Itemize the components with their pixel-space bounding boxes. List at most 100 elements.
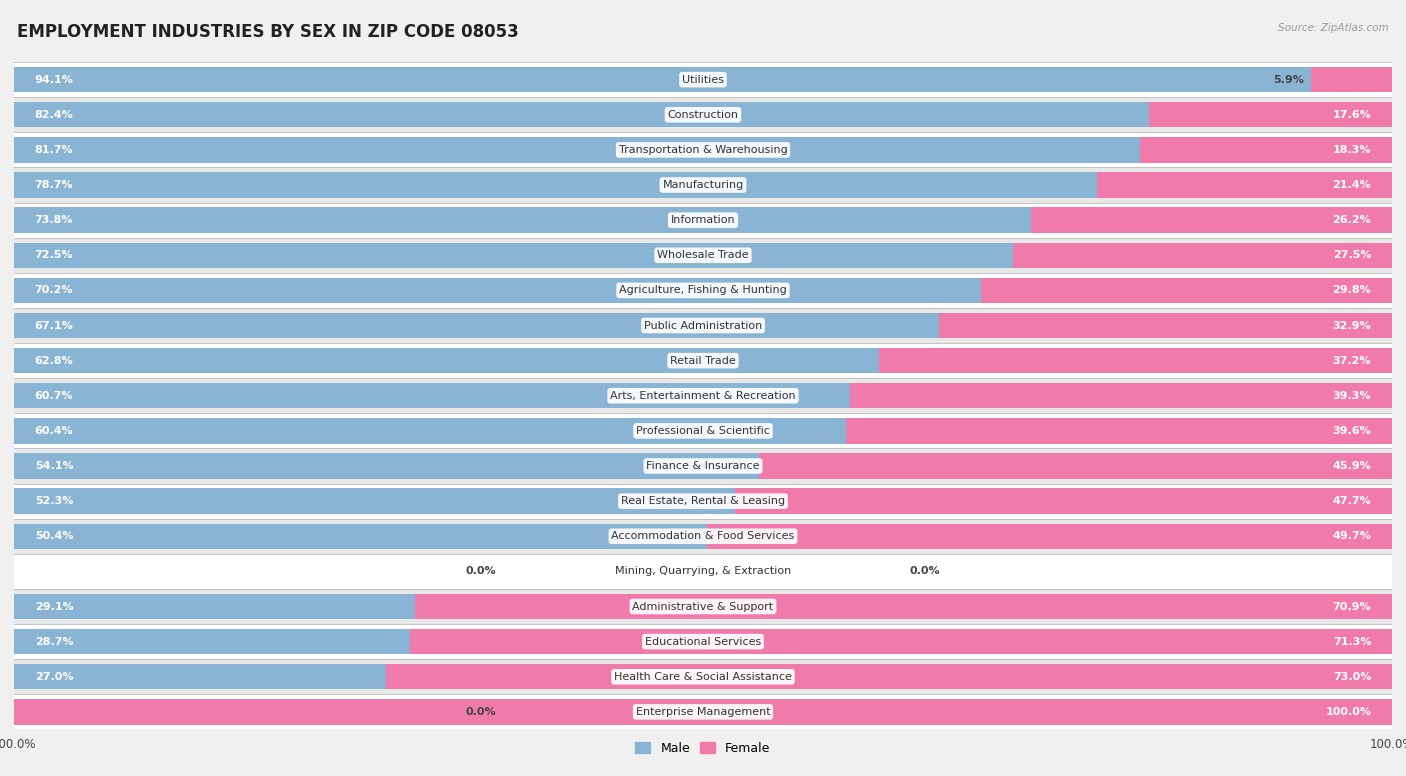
Text: 73.0%: 73.0%	[1333, 672, 1371, 682]
Text: 47.7%: 47.7%	[1333, 496, 1371, 506]
Bar	[14, 203, 1392, 237]
Bar	[14, 453, 759, 479]
Text: 82.4%: 82.4%	[35, 109, 73, 120]
Text: 29.1%: 29.1%	[35, 601, 73, 611]
Bar	[14, 695, 1392, 729]
Text: Mining, Quarrying, & Extraction: Mining, Quarrying, & Extraction	[614, 566, 792, 577]
Bar	[14, 172, 1098, 198]
Text: Transportation & Warehousing: Transportation & Warehousing	[619, 145, 787, 155]
Text: Accommodation & Food Services: Accommodation & Food Services	[612, 532, 794, 541]
Bar	[14, 629, 409, 654]
Bar	[14, 313, 939, 338]
Bar	[14, 97, 1392, 133]
Bar	[14, 383, 851, 408]
Text: 52.3%: 52.3%	[35, 496, 73, 506]
Bar	[415, 594, 1392, 619]
Bar	[14, 594, 415, 619]
Bar	[14, 133, 1392, 168]
Text: 32.9%: 32.9%	[1333, 320, 1371, 331]
Bar	[1310, 67, 1392, 92]
Bar	[981, 278, 1392, 303]
Text: 72.5%: 72.5%	[35, 251, 73, 260]
Text: 81.7%: 81.7%	[35, 145, 73, 155]
Bar	[14, 414, 1392, 449]
Text: 50.4%: 50.4%	[35, 532, 73, 541]
Bar	[14, 278, 981, 303]
Bar	[14, 67, 1310, 92]
Bar	[1031, 207, 1392, 233]
Text: 27.0%: 27.0%	[35, 672, 73, 682]
Bar	[846, 418, 1392, 444]
Text: 73.8%: 73.8%	[35, 215, 73, 225]
Bar	[14, 589, 1392, 624]
Text: 0.0%: 0.0%	[910, 566, 941, 577]
Bar	[14, 378, 1392, 414]
Text: Information: Information	[671, 215, 735, 225]
Text: EMPLOYMENT INDUSTRIES BY SEX IN ZIP CODE 08053: EMPLOYMENT INDUSTRIES BY SEX IN ZIP CODE…	[17, 23, 519, 41]
Bar	[387, 664, 1392, 689]
Text: Agriculture, Fishing & Hunting: Agriculture, Fishing & Hunting	[619, 286, 787, 296]
Text: 17.6%: 17.6%	[1333, 109, 1371, 120]
Bar	[851, 383, 1392, 408]
Bar	[14, 554, 1392, 589]
Bar	[14, 449, 1392, 483]
Text: 49.7%: 49.7%	[1333, 532, 1371, 541]
Text: Educational Services: Educational Services	[645, 636, 761, 646]
Text: 62.8%: 62.8%	[35, 355, 73, 365]
Text: 39.6%: 39.6%	[1333, 426, 1371, 436]
Text: 54.1%: 54.1%	[35, 461, 73, 471]
Text: 70.2%: 70.2%	[35, 286, 73, 296]
Text: 5.9%: 5.9%	[1272, 74, 1303, 85]
Text: 94.1%: 94.1%	[35, 74, 73, 85]
Text: Utilities: Utilities	[682, 74, 724, 85]
Bar	[14, 659, 1392, 695]
Bar	[14, 483, 1392, 518]
Bar	[1150, 102, 1392, 127]
Text: Arts, Entertainment & Recreation: Arts, Entertainment & Recreation	[610, 391, 796, 400]
Text: Enterprise Management: Enterprise Management	[636, 707, 770, 717]
Bar	[14, 488, 735, 514]
Text: Public Administration: Public Administration	[644, 320, 762, 331]
Text: 0.0%: 0.0%	[465, 707, 496, 717]
Text: Professional & Scientific: Professional & Scientific	[636, 426, 770, 436]
Bar	[14, 664, 387, 689]
Bar	[14, 699, 1392, 725]
Text: Real Estate, Rental & Leasing: Real Estate, Rental & Leasing	[621, 496, 785, 506]
Text: 60.7%: 60.7%	[35, 391, 73, 400]
Legend: Male, Female: Male, Female	[630, 737, 776, 760]
Text: 27.5%: 27.5%	[1333, 251, 1371, 260]
Bar	[14, 62, 1392, 97]
Bar	[14, 308, 1392, 343]
Text: Health Care & Social Assistance: Health Care & Social Assistance	[614, 672, 792, 682]
Bar	[1140, 137, 1392, 162]
Bar	[14, 624, 1392, 659]
Text: 39.3%: 39.3%	[1333, 391, 1371, 400]
Text: Wholesale Trade: Wholesale Trade	[657, 251, 749, 260]
Text: 45.9%: 45.9%	[1333, 461, 1371, 471]
Text: Finance & Insurance: Finance & Insurance	[647, 461, 759, 471]
Text: 70.9%: 70.9%	[1333, 601, 1371, 611]
Text: 28.7%: 28.7%	[35, 636, 73, 646]
Bar	[1014, 243, 1392, 268]
Bar	[14, 237, 1392, 273]
Bar	[14, 343, 1392, 378]
Text: 0.0%: 0.0%	[465, 566, 496, 577]
Text: 71.3%: 71.3%	[1333, 636, 1371, 646]
Bar	[759, 453, 1392, 479]
Bar	[14, 243, 1014, 268]
Text: 21.4%: 21.4%	[1333, 180, 1371, 190]
Text: 26.2%: 26.2%	[1333, 215, 1371, 225]
Bar	[14, 418, 846, 444]
Text: Administrative & Support: Administrative & Support	[633, 601, 773, 611]
Text: Manufacturing: Manufacturing	[662, 180, 744, 190]
Bar	[409, 629, 1392, 654]
Bar	[939, 313, 1392, 338]
Bar	[14, 524, 709, 549]
Bar	[1097, 172, 1392, 198]
Text: 29.8%: 29.8%	[1333, 286, 1371, 296]
Bar	[14, 137, 1140, 162]
Text: Construction: Construction	[668, 109, 738, 120]
Bar	[14, 273, 1392, 308]
Bar	[14, 168, 1392, 203]
Bar	[735, 488, 1392, 514]
